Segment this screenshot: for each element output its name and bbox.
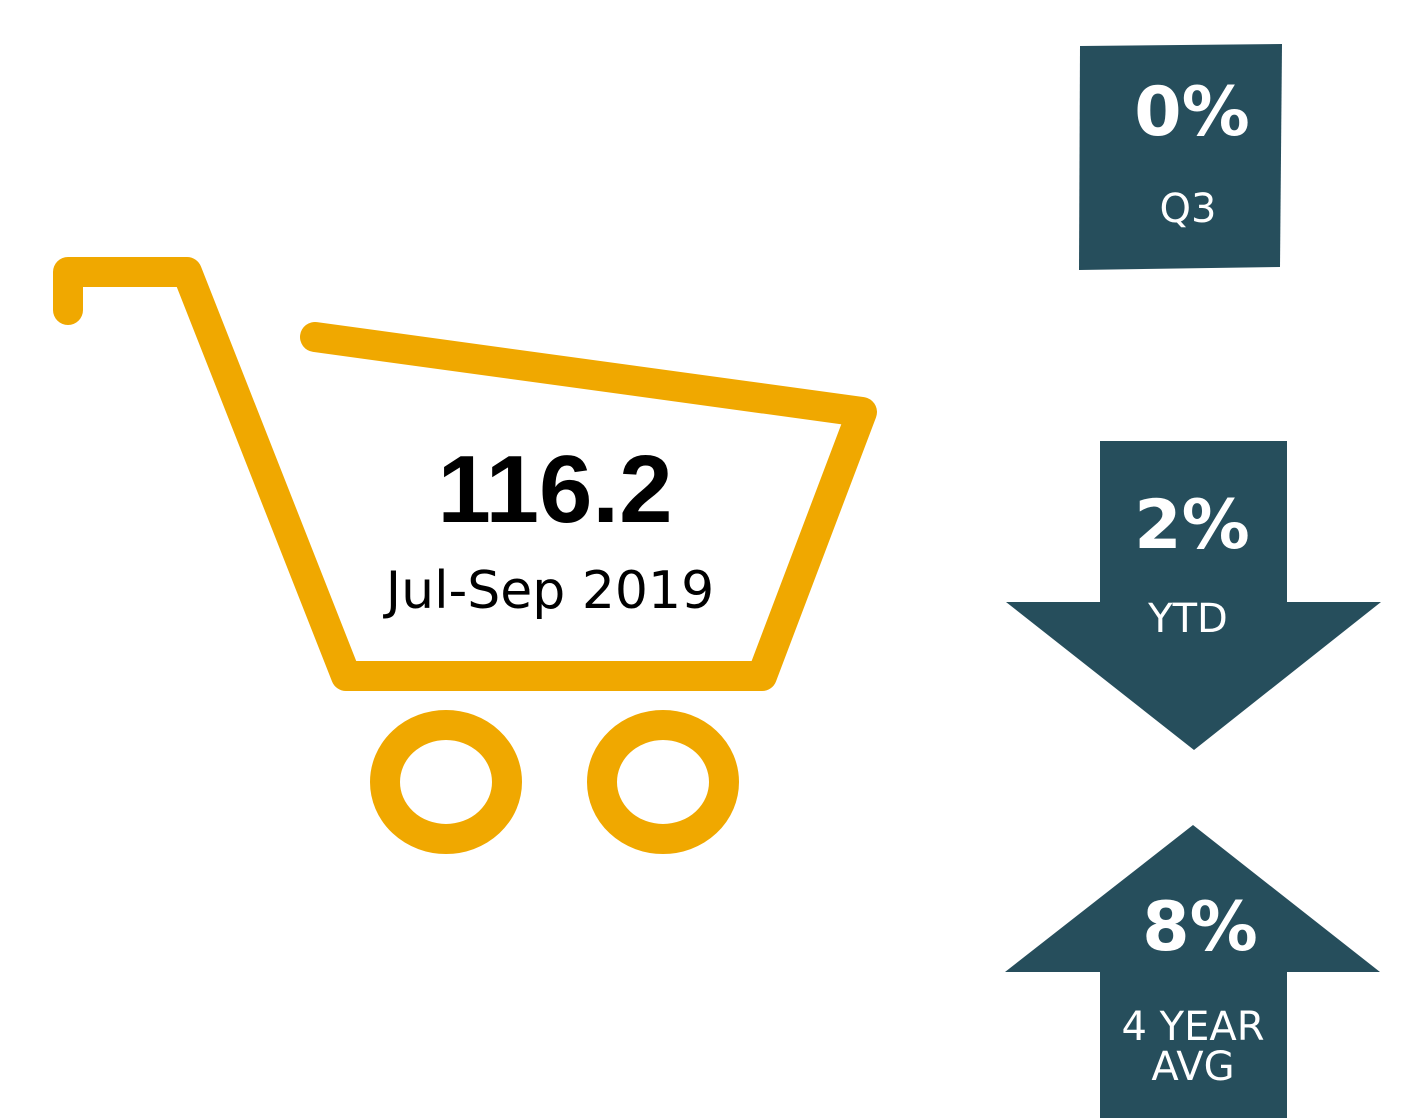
- down-arrow: [1006, 441, 1381, 750]
- box-shape: [1079, 44, 1282, 270]
- indicator-label: YTD: [1147, 596, 1228, 642]
- main-value: 116.2: [438, 436, 673, 543]
- label-line: 4 YEAR: [1121, 1004, 1264, 1050]
- indicator-label: 4 YEAR AVG: [1121, 1004, 1264, 1090]
- indicator-value: 8%: [1142, 888, 1257, 967]
- indicator-label: Q3: [1160, 186, 1217, 232]
- cart-icon: [53, 257, 877, 854]
- indicator-value: 0%: [1134, 73, 1249, 152]
- main-period: Jul-Sep 2019: [383, 561, 714, 621]
- indicator-value: 2%: [1134, 486, 1249, 565]
- up-arrow: [1005, 825, 1380, 1118]
- label-line: AVG: [1151, 1044, 1234, 1090]
